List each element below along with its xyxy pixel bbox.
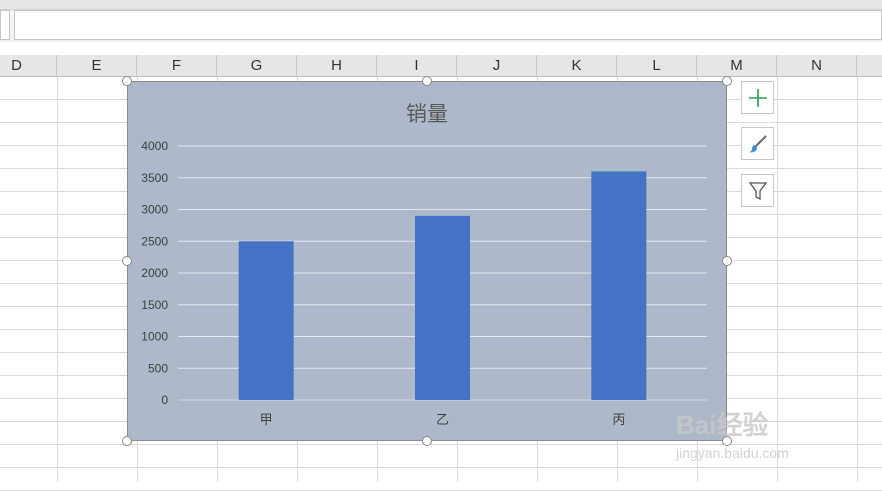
column-header-N[interactable]: N bbox=[777, 55, 857, 77]
add-chart-element-button[interactable] bbox=[741, 81, 774, 114]
x-tick-label: 甲 bbox=[260, 412, 273, 427]
plus-icon bbox=[748, 88, 767, 107]
resize-handle[interactable] bbox=[122, 436, 132, 446]
resize-handle[interactable] bbox=[122, 76, 132, 86]
chart-title[interactable]: 销量 bbox=[406, 103, 448, 126]
gridline bbox=[0, 444, 882, 445]
resize-handle[interactable] bbox=[722, 256, 732, 266]
y-tick-label: 500 bbox=[148, 361, 168, 375]
resize-handle[interactable] bbox=[422, 436, 432, 446]
plot-area: 0 500 1000 1500 2000 2500 3000 3500 4000 甲 乙 丙 bbox=[141, 139, 707, 427]
column-header-L[interactable]: L bbox=[617, 55, 697, 77]
formula-bar bbox=[0, 10, 882, 42]
gridline bbox=[777, 77, 778, 482]
bar-甲 bbox=[238, 241, 294, 400]
resize-handle[interactable] bbox=[722, 76, 732, 86]
y-tick-label: 2500 bbox=[141, 234, 168, 248]
resize-handle[interactable] bbox=[422, 76, 432, 86]
column-header-I[interactable]: I bbox=[377, 55, 457, 77]
column-header-H[interactable]: H bbox=[297, 55, 377, 77]
resize-handle[interactable] bbox=[122, 256, 132, 266]
y-tick-label: 4000 bbox=[141, 139, 168, 153]
ribbon-edge bbox=[0, 0, 882, 10]
y-tick-label: 0 bbox=[161, 393, 168, 407]
chart-styles-button[interactable] bbox=[741, 127, 774, 160]
name-box[interactable] bbox=[0, 10, 10, 40]
column-header-K[interactable]: K bbox=[537, 55, 617, 77]
column-header-J[interactable]: J bbox=[457, 55, 537, 77]
gridline bbox=[0, 467, 882, 468]
column-header-G[interactable]: G bbox=[217, 55, 297, 77]
column-header-D[interactable]: D bbox=[0, 55, 57, 77]
column-header-F[interactable]: F bbox=[137, 55, 217, 77]
y-tick-label: 2000 bbox=[141, 266, 168, 280]
chart[interactable]: 销量 0 500 1000 1500 2000 2500 3000 3500 4000 甲 乙 丙 bbox=[127, 81, 727, 441]
y-tick-label: 3500 bbox=[141, 171, 168, 185]
column-header-E[interactable]: E bbox=[57, 55, 137, 77]
watermark-url: jingyan.baidu.com bbox=[676, 445, 789, 461]
chart-filter-button[interactable] bbox=[741, 174, 774, 207]
resize-handle[interactable] bbox=[722, 436, 732, 446]
formula-input[interactable] bbox=[14, 10, 882, 40]
watermark-logo: Bai经验 bbox=[676, 410, 769, 440]
filter-icon bbox=[748, 181, 767, 200]
gridline bbox=[857, 77, 858, 482]
brush-icon bbox=[748, 134, 767, 152]
y-tick-label: 1500 bbox=[141, 298, 168, 312]
x-tick-label: 乙 bbox=[436, 412, 449, 427]
bar-乙 bbox=[415, 215, 470, 400]
y-tick-label: 1000 bbox=[141, 330, 168, 344]
x-tick-label: 丙 bbox=[612, 412, 625, 427]
bar-丙 bbox=[591, 171, 647, 400]
column-header-M[interactable]: M bbox=[697, 55, 777, 77]
y-tick-label: 3000 bbox=[141, 203, 168, 217]
gridline bbox=[57, 77, 58, 482]
